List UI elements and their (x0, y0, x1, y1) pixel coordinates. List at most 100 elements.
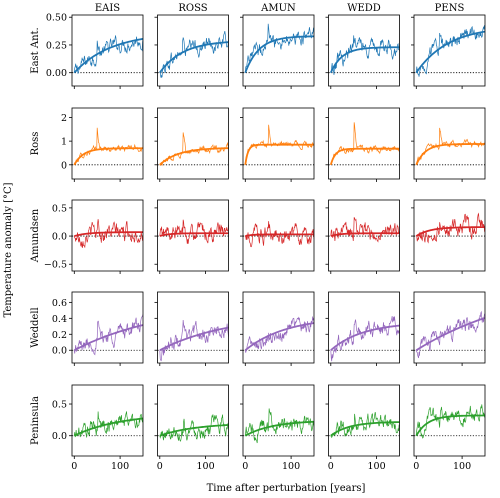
row-label: Weddell (30, 307, 41, 348)
fit-line (159, 41, 229, 74)
panel: 0 100 (325, 384, 400, 472)
fit-line (329, 147, 400, 166)
fit-line (159, 232, 229, 237)
x-axis-label: Time after perturbation [years] (207, 483, 366, 494)
x-tick-label: 0 (71, 461, 77, 472)
panel: 0 1 2 (61, 107, 144, 182)
series-line (330, 122, 400, 165)
panel-frame (71, 107, 144, 180)
fit-line (330, 324, 400, 351)
fit-line (329, 46, 400, 74)
x-tick-label: 0 (328, 461, 334, 472)
x-tick-label: 100 (453, 461, 471, 472)
panel: 0.00 0.25 0.50 (46, 13, 144, 89)
panel-frame (328, 199, 400, 272)
fit-line (159, 326, 229, 352)
series-line (73, 35, 143, 74)
panel-frame (157, 199, 229, 272)
panel-frame (328, 384, 400, 457)
panel (240, 291, 315, 366)
row-label: Amundsen (30, 208, 41, 263)
series-line (330, 35, 400, 75)
series-line (415, 310, 485, 359)
panel-frame (242, 384, 315, 457)
panel: 0 100 (154, 384, 229, 472)
panel (325, 291, 400, 366)
panel-frame (328, 107, 400, 180)
series-line (415, 127, 485, 165)
panel-frame (242, 107, 315, 180)
y-tick-label: −0.5 (44, 260, 67, 271)
fit-line (73, 417, 143, 437)
column-title: EAIS (95, 3, 120, 14)
series-line (330, 217, 400, 243)
row-label: Peninsula (30, 396, 41, 445)
panel-frame (242, 291, 315, 364)
y-tick-label: 2 (61, 113, 67, 124)
fit-line (74, 231, 143, 237)
panel-frame (328, 291, 400, 364)
panel (240, 14, 315, 89)
series-line (244, 316, 314, 353)
series-line (330, 411, 400, 438)
fit-line (415, 414, 485, 437)
panel (154, 291, 229, 366)
panel-frame (413, 107, 486, 180)
series-line (415, 404, 485, 439)
panel (240, 107, 315, 182)
panel-frame (157, 291, 229, 364)
fit-line (415, 143, 485, 166)
panel (154, 199, 229, 274)
panel: −0.5 0.0 0.5 (44, 199, 144, 274)
fit-line (73, 37, 143, 74)
row-label: Ross (30, 132, 41, 156)
fit-line (330, 421, 400, 437)
panel (154, 14, 229, 89)
panel (240, 199, 315, 274)
fit-line (415, 316, 485, 352)
fit-line (245, 233, 314, 237)
panel: 0.0 0.2 0.4 0.6 (52, 291, 144, 366)
x-tick-label: 100 (368, 461, 386, 472)
panel-frame (413, 384, 486, 457)
fit-line (244, 35, 314, 74)
panel (411, 14, 486, 89)
column-title: PENS (435, 3, 465, 14)
panel (325, 199, 400, 274)
series-line (73, 411, 143, 438)
y-tick-label: 0 (61, 160, 67, 171)
y-tick-label: 0.5 (52, 400, 67, 411)
series-line (73, 219, 143, 248)
x-tick-label: 100 (111, 461, 129, 472)
panel (325, 107, 400, 182)
panel-frame (242, 14, 315, 87)
series-line (159, 30, 229, 79)
fit-line (159, 147, 229, 166)
fit-line (159, 424, 229, 437)
x-tick-label: 0 (413, 461, 419, 472)
panel-frame (413, 14, 486, 87)
y-tick-label: 0.25 (46, 40, 67, 51)
series-line (159, 219, 229, 244)
fit-line (73, 147, 143, 166)
column-title: WEDD (347, 3, 381, 14)
panel: 0 100 (411, 384, 486, 472)
y-tick-label: 0.6 (52, 298, 67, 309)
panel-frame (71, 384, 144, 457)
panel (411, 291, 486, 366)
panel-frame (71, 199, 144, 272)
panel-frame (242, 199, 315, 272)
panel: 0.0 0.5 0 100 (52, 384, 144, 472)
series-line (73, 313, 143, 356)
x-tick-label: 0 (157, 461, 163, 472)
y-tick-label: 0.0 (52, 232, 67, 243)
panel-frame (71, 14, 144, 87)
y-tick-label: 0.00 (46, 68, 67, 79)
series-line (159, 320, 229, 362)
y-tick-label: 0.4 (52, 314, 67, 325)
fit-line (415, 226, 485, 237)
panel (411, 107, 486, 182)
x-tick-label: 0 (242, 461, 248, 472)
